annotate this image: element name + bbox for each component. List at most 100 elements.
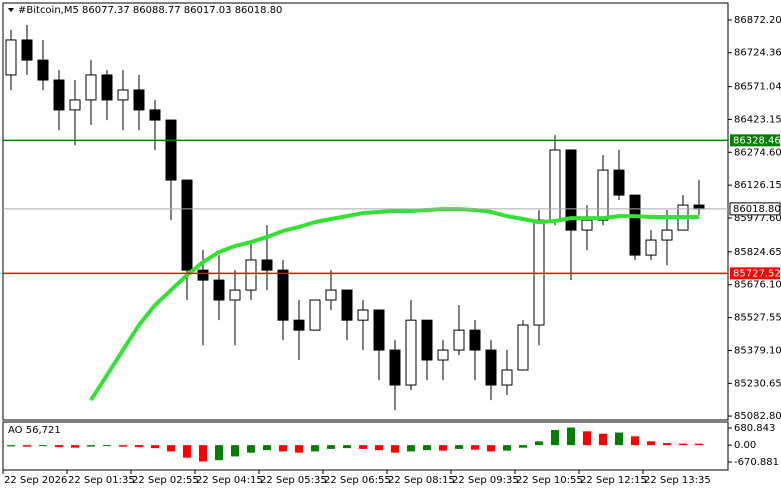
y-tick-label: 85082.80 — [734, 411, 781, 422]
candle-body — [5, 39, 17, 76]
y-tick-label: 86872.20 — [734, 15, 781, 26]
candle-body — [21, 39, 33, 61]
candle-body — [469, 329, 481, 351]
candle-body — [453, 329, 465, 351]
ao-bar — [535, 441, 543, 446]
candle-body — [597, 169, 609, 221]
current-price-box — [729, 202, 781, 216]
y-tick-label: 85230.65 — [734, 378, 781, 389]
ao-bar — [39, 445, 47, 447]
ao-bar — [87, 445, 95, 447]
candle-body — [149, 109, 161, 121]
candle-body — [85, 74, 97, 101]
x-tick-label: 22 Sep 10:55 — [516, 475, 583, 486]
y-tick-label: 85977.60 — [734, 213, 781, 224]
candle-body — [245, 259, 257, 291]
candle-body — [325, 289, 337, 301]
candle-body — [629, 194, 641, 256]
level-label: 85727.52 — [733, 268, 781, 279]
candle-body — [309, 299, 321, 331]
ao-bar — [647, 441, 655, 446]
candle-body — [437, 349, 449, 361]
ao-bar — [231, 445, 239, 457]
ao-bar — [151, 445, 159, 449]
candle-body — [229, 289, 241, 301]
main-plot — [5, 24, 705, 411]
candle-body — [517, 324, 529, 371]
ao-bar — [615, 432, 623, 446]
candle-body — [261, 259, 273, 271]
y-tick-label: 85379.10 — [734, 345, 781, 356]
candle-body — [661, 229, 673, 241]
ao-bar — [679, 443, 687, 446]
candle-body — [405, 319, 417, 386]
level-label: 86328.46 — [733, 135, 781, 146]
ao-bar — [663, 443, 671, 446]
menu-arrow — [8, 8, 14, 12]
ao-bar — [279, 445, 287, 452]
ao-bar — [407, 445, 415, 452]
ao-bar — [471, 445, 479, 450]
y-tick-label: 680.843 — [734, 423, 775, 434]
ao-bar — [119, 445, 127, 447]
candle-body — [37, 59, 49, 81]
ao-bar — [551, 430, 559, 446]
candle-body — [133, 89, 145, 111]
ao-bar — [455, 445, 463, 449]
y-tick-label: 86274.60 — [734, 147, 781, 158]
ao-frame — [2, 421, 729, 471]
candle-body — [293, 319, 305, 331]
ao-bar — [439, 445, 447, 451]
x-tick-label: 22 Sep 06:55 — [324, 475, 391, 486]
ao-bar — [391, 445, 399, 453]
level-label-box — [730, 267, 780, 280]
ao-bar — [375, 445, 383, 451]
ao-bar — [583, 431, 591, 446]
ao-bar — [23, 445, 31, 447]
y-tick-label: 86423.15 — [734, 114, 781, 125]
y-tick-label: -670.881 — [734, 457, 779, 468]
candle-body — [53, 79, 65, 111]
candle-body — [357, 309, 369, 321]
ao-bar — [487, 445, 495, 452]
candle-body — [165, 119, 177, 181]
candle-body — [389, 349, 401, 386]
x-tick-label: 22 Sep 08:15 — [388, 475, 455, 486]
ao-bar — [247, 445, 255, 453]
x-tick-label: 22 Sep 13:35 — [644, 475, 711, 486]
y-tick-label: 85676.10 — [734, 280, 781, 291]
ao-title: AO 56,721 — [8, 425, 61, 436]
ao-bar — [199, 445, 207, 462]
candle-body — [613, 169, 625, 196]
candle-body — [485, 349, 497, 386]
candle-body — [549, 149, 561, 221]
chart-title: #Bitcoin,M5 86077.37 86088.77 86017.03 8… — [18, 5, 282, 16]
ao-bar — [327, 445, 335, 449]
ao-bar — [183, 445, 191, 458]
ao-bar — [343, 445, 351, 449]
candle-body — [181, 179, 193, 271]
x-tick-label: 22 Sep 05:35 — [260, 475, 327, 486]
ao-bar — [519, 445, 527, 448]
current-price-label: 86018.80 — [733, 204, 781, 215]
x-tick-label: 22 Sep 2026 — [4, 475, 67, 486]
ao-bar — [295, 445, 303, 453]
ao-bar — [263, 445, 271, 451]
y-tick-label: 85527.55 — [734, 313, 781, 324]
candle-body — [693, 204, 705, 210]
ao-bar — [7, 445, 15, 447]
x-tick-label: 22 Sep 01:35 — [68, 475, 135, 486]
candle-body — [565, 149, 577, 231]
y-tick-label: 0.00 — [734, 440, 756, 451]
ao-bar — [103, 445, 111, 447]
ao-bar — [55, 445, 63, 448]
candle-body — [213, 279, 225, 301]
ao-bar — [599, 433, 607, 446]
ao-bar — [167, 445, 175, 452]
candle-body — [197, 269, 209, 281]
x-tick-label: 22 Sep 12:15 — [580, 475, 647, 486]
candle-body — [69, 99, 81, 111]
ao-bar — [695, 443, 703, 446]
